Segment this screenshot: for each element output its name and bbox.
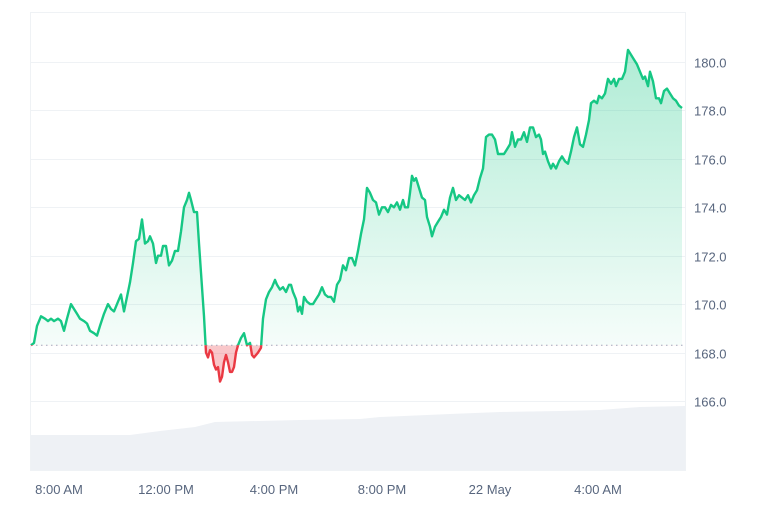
x-tick-label: 8:00 AM xyxy=(35,482,83,497)
y-tick-label: 176.0 xyxy=(694,152,727,167)
x-tick-label: 4:00 AM xyxy=(574,482,622,497)
y-tick-label: 174.0 xyxy=(694,200,727,215)
x-tick-label: 4:00 PM xyxy=(249,482,299,497)
y-tick-label: 180.0 xyxy=(694,55,727,70)
price-line-up xyxy=(30,48,683,346)
x-tick-label: 12:00 PM xyxy=(138,482,194,497)
price-area-up xyxy=(31,49,682,346)
plot-frame xyxy=(30,12,686,471)
x-tick-label: 8:00 PM xyxy=(357,482,407,497)
y-tick-label: 172.0 xyxy=(694,249,727,264)
y-tick-label: 170.0 xyxy=(694,297,727,312)
y-tick-label: 178.0 xyxy=(694,103,727,118)
volume-area xyxy=(31,406,685,470)
x-tick-label: 22 May xyxy=(468,482,512,497)
y-tick-label: 168.0 xyxy=(694,346,727,361)
y-tick-label: 166.0 xyxy=(694,394,727,409)
